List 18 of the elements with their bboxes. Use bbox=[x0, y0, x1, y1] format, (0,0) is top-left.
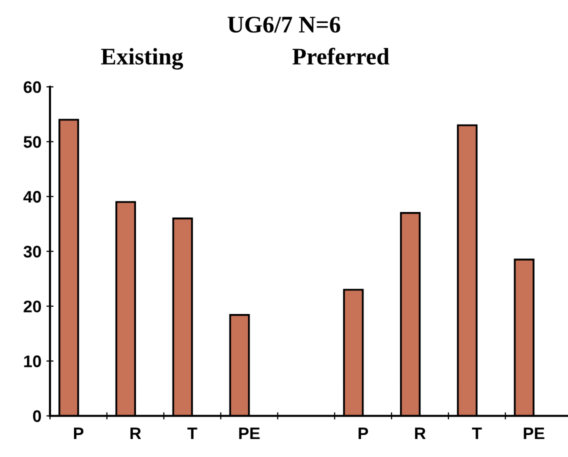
x-tick-label: T bbox=[187, 428, 198, 440]
y-tick-label: 0 bbox=[33, 410, 41, 422]
x-tick-label: R bbox=[130, 428, 142, 440]
text: Existing bbox=[101, 48, 184, 70]
x-tick-label: PE bbox=[239, 428, 260, 440]
y-tick-label: 30 bbox=[23, 246, 41, 258]
text: Preferred bbox=[292, 48, 390, 65]
y-tick-label: 40 bbox=[23, 190, 41, 203]
chart-title: UG6/7 N=6 bbox=[228, 16, 340, 33]
y-tick-label: 20 bbox=[24, 300, 41, 312]
y-tick-label: 10 bbox=[24, 355, 41, 368]
x-tick-label: T bbox=[472, 428, 482, 440]
x-tick-label: P bbox=[358, 428, 368, 440]
y-tick-label: 60 bbox=[24, 81, 41, 94]
x-tick-label: P bbox=[74, 428, 84, 440]
y-tick-label: 50 bbox=[24, 136, 41, 148]
x-tick-label: PE bbox=[524, 428, 544, 440]
x-tick-label: R bbox=[415, 428, 426, 440]
